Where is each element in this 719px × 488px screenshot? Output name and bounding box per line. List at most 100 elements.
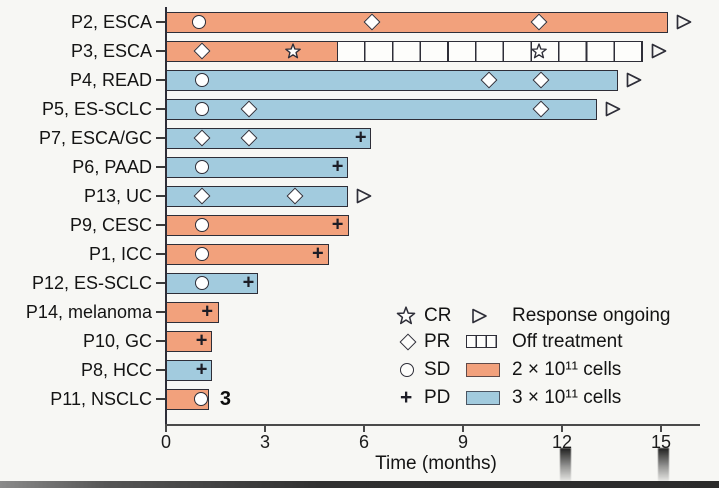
y-tick: [156, 195, 165, 197]
legend-label-pr: PR: [424, 331, 451, 352]
legend-label-dose-blue: 3 × 10¹¹ cells: [512, 387, 622, 408]
row-label: P7, ESCA/GC: [38, 128, 152, 148]
x-tick-label: 6: [358, 432, 369, 452]
treatment-bar: [166, 127, 371, 149]
row-label: P10, GC: [82, 331, 152, 351]
compression-artifact: [658, 448, 669, 482]
x-tick: [462, 425, 464, 432]
legend-row-pr-offtreatment: PR Off treatment: [0, 331, 719, 353]
legend-row-sd-orange: SD 2 × 10¹¹ cells: [0, 359, 719, 381]
star-icon: [396, 306, 416, 325]
treatment-bar: [166, 98, 597, 120]
marker-pd-plus: +: [331, 155, 344, 178]
x-tick-label: 3: [259, 432, 270, 452]
y-tick: [156, 21, 165, 23]
marker-sd-circle: [195, 218, 210, 232]
marker-pd-plus: +: [311, 242, 324, 265]
y-tick: [156, 253, 165, 255]
marker-pd-plus: +: [201, 300, 214, 323]
legend-label-cr: CR: [424, 305, 452, 326]
x-axis-line: [165, 424, 700, 426]
x-tick-label: 9: [457, 432, 468, 452]
y-tick: [156, 108, 165, 110]
y-tick: [156, 137, 165, 139]
legend-label-dose-orange: 2 × 10¹¹ cells: [512, 359, 622, 380]
row-label: P2, ESCA: [70, 12, 152, 32]
marker-sd-circle: [195, 276, 210, 290]
marker-sd-circle: [192, 15, 206, 29]
response-ongoing-arrow: [604, 101, 622, 118]
row-label: P6, PAAD: [72, 157, 152, 177]
off-treatment-bar: [336, 40, 643, 62]
treatment-bar: [166, 272, 259, 294]
x-tick-label: 0: [160, 432, 171, 452]
row-label: P5, ES-SCLC: [41, 99, 152, 119]
marker-sd-circle: [193, 392, 208, 406]
x-axis-title: Time (months): [375, 453, 497, 474]
marker-pd-plus: +: [195, 329, 208, 352]
y-tick: [156, 398, 165, 400]
treatment-bar: [166, 243, 330, 265]
row-label: P12, ES-SCLC: [31, 273, 152, 293]
y-tick: [156, 50, 165, 52]
x-tick-label: 15: [650, 432, 672, 452]
row-label: P3, ESCA: [70, 41, 152, 61]
row-label: P13, UC: [83, 186, 152, 206]
bar-annotation: 3: [219, 388, 232, 410]
legend-row-pd-blue: + PD 3 × 10¹¹ cells: [0, 387, 719, 409]
treatment-bar: [166, 11, 668, 33]
row-label: P14, melanoma: [25, 302, 152, 322]
marker-sd-circle: [195, 102, 210, 116]
x-tick: [561, 425, 563, 432]
row-label: P9, CESC: [69, 215, 152, 235]
y-tick: [156, 166, 165, 168]
x-tick-label: 12: [551, 432, 573, 452]
row-label: P1, ICC: [88, 244, 152, 264]
response-ongoing-arrow: [675, 14, 693, 31]
marker-sd-circle: [195, 160, 210, 174]
treatment-bar: [166, 330, 213, 352]
treatment-bar: [166, 185, 348, 207]
marker-cr-star: [530, 43, 547, 59]
response-ongoing-arrow: [355, 188, 373, 205]
x-tick: [660, 425, 662, 432]
legend-label-pd: PD: [424, 387, 451, 408]
compression-artifact: [560, 448, 571, 482]
marker-pd-plus: +: [331, 213, 344, 236]
row-label: P8, HCC: [80, 360, 152, 380]
marker-sd-circle: [195, 247, 210, 261]
y-tick: [156, 282, 165, 284]
legend-label-off-treatment: Off treatment: [512, 331, 623, 352]
treatment-bar: [166, 69, 619, 91]
y-tick: [156, 369, 165, 371]
dose-2e11-swatch: [466, 363, 500, 377]
x-tick: [363, 425, 365, 432]
marker-sd-circle: [195, 73, 210, 87]
marker-pd-plus: +: [242, 271, 255, 294]
legend-label-ongoing: Response ongoing: [512, 305, 671, 326]
y-tick: [156, 311, 165, 313]
y-tick: [156, 340, 165, 342]
x-tick: [264, 425, 266, 432]
off-treatment-icon: [466, 335, 497, 348]
diamond-icon: [399, 333, 417, 351]
dose-3e11-swatch: [466, 391, 500, 405]
treatment-bar: [166, 156, 348, 178]
y-tick: [156, 224, 165, 226]
legend-row-cr-ongoing: CR Response ongoing: [0, 305, 719, 327]
legend-label-sd: SD: [424, 359, 451, 380]
row-label: P4, READ: [69, 70, 152, 90]
y-tick: [156, 79, 165, 81]
treatment-bar: [166, 40, 338, 62]
marker-cr-star: [285, 43, 302, 59]
x-tick: [165, 425, 167, 432]
row-label: P11, NSCLC: [50, 389, 152, 409]
response-ongoing-arrow: [625, 72, 643, 89]
treatment-bar: [166, 214, 350, 236]
treatment-bar: [166, 301, 219, 323]
marker-pd-plus: +: [195, 358, 208, 381]
bottom-dark-strip: [0, 481, 719, 488]
treatment-bar: [166, 359, 213, 381]
response-ongoing-arrow: [650, 43, 668, 60]
